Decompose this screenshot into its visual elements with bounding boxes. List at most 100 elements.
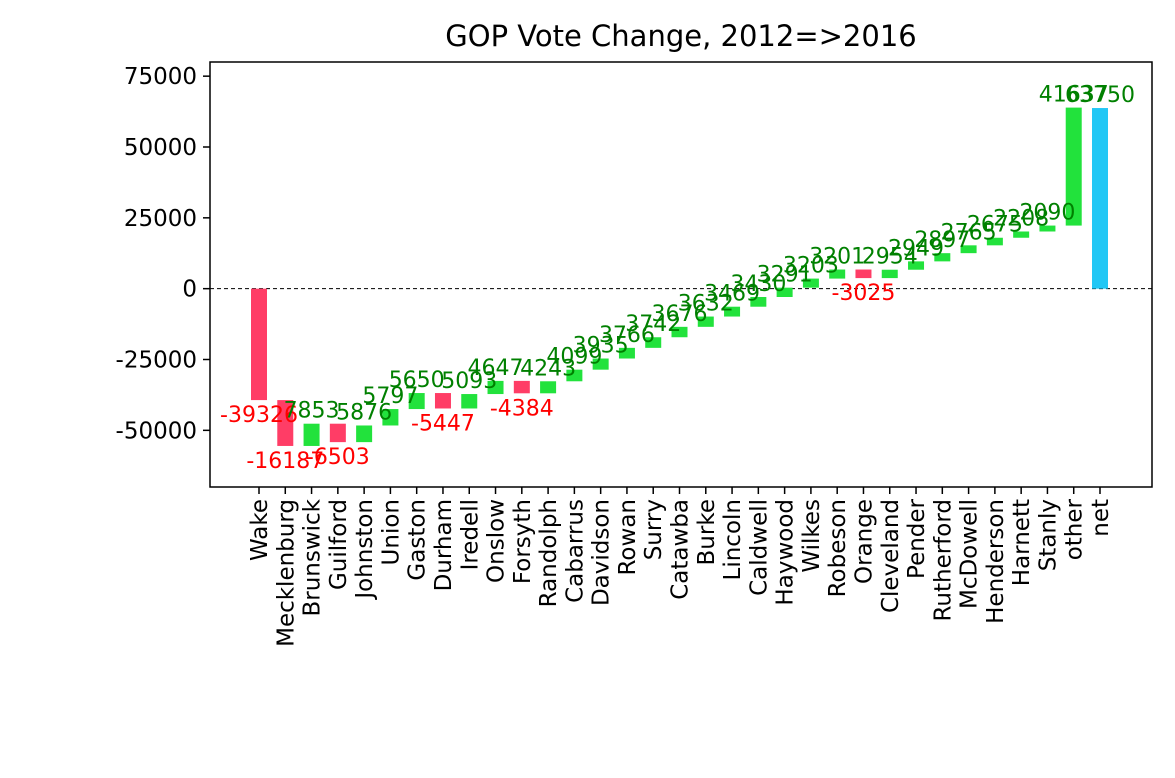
chart-title: GOP Vote Change, 2012=>2016 xyxy=(445,19,916,53)
data-label: 3201 xyxy=(809,245,865,270)
x-tick-label: Rutherford xyxy=(930,499,956,622)
x-tick-label: Johnston xyxy=(352,499,378,601)
data-label: 3291 xyxy=(757,263,813,288)
y-tick-label: 75000 xyxy=(124,64,197,90)
x-tick-label: Rowan xyxy=(615,499,641,576)
y-tick-label: -50000 xyxy=(116,418,197,444)
data-label: 3430 xyxy=(730,272,786,297)
y-tick-label: -25000 xyxy=(116,348,197,374)
plot-frame xyxy=(209,61,1153,488)
bar-wilkes xyxy=(802,278,819,288)
data-label: 2765 xyxy=(941,220,997,245)
x-tick-label: Burke xyxy=(694,499,720,565)
bar-orange xyxy=(855,269,872,279)
x-tick-label: Forsyth xyxy=(510,499,536,584)
data-label: 2675 xyxy=(967,213,1023,238)
x-tick-label: Iredell xyxy=(457,499,483,570)
bar-harnett xyxy=(1013,231,1030,238)
x-tick-label: Wilkes xyxy=(799,499,825,573)
bar-mcdowell xyxy=(960,245,977,254)
data-label: -6503 xyxy=(306,445,370,470)
bar-cabarrus xyxy=(566,369,583,382)
data-label: 2897 xyxy=(914,228,970,253)
data-label: 4647 xyxy=(468,356,524,381)
bar-lincoln xyxy=(724,306,741,317)
x-tick-label: Stanly xyxy=(1035,499,1061,571)
bar-rutherford xyxy=(934,253,951,262)
data-label: -5447 xyxy=(411,411,475,436)
data-label: 2949 xyxy=(888,236,944,261)
bar-rowan xyxy=(618,347,635,359)
data-label: 3676 xyxy=(652,302,708,327)
data-label: 3632 xyxy=(678,292,734,317)
x-tick-label: Durham xyxy=(431,499,457,591)
bar-caldwell xyxy=(750,296,767,307)
x-tick-label: Haywood xyxy=(773,499,799,606)
x-tick-label: Brunswick xyxy=(300,498,326,616)
x-tick-label: Onslow xyxy=(484,499,510,583)
data-label: 4099 xyxy=(546,345,602,370)
x-tick-label: Randolph xyxy=(536,499,562,607)
x-tick-label: Henderson xyxy=(983,499,1009,624)
data-label: 3742 xyxy=(625,312,681,337)
data-label: -39326 xyxy=(220,403,298,428)
bar-surry xyxy=(645,337,662,348)
x-tick-label: Caldwell xyxy=(746,499,772,596)
x-tick-label: Davidson xyxy=(589,499,615,606)
bar-gaston xyxy=(408,393,425,410)
bar-iredell xyxy=(461,394,478,409)
data-label: -16187 xyxy=(246,449,324,474)
data-label: 4243 xyxy=(520,356,576,381)
bar-johnston xyxy=(356,425,373,443)
x-tick-label: Gaston xyxy=(405,499,431,581)
bar-stanly xyxy=(1039,225,1056,232)
x-tick-label: other xyxy=(1062,498,1088,560)
data-label: 2090 xyxy=(1019,201,1075,226)
x-tick-label: Surry xyxy=(641,499,667,560)
y-tick-label: 25000 xyxy=(124,206,197,232)
bar-burke xyxy=(697,316,714,327)
bar-net xyxy=(1092,108,1108,289)
bar-guilford xyxy=(329,423,346,443)
data-label: 2954 xyxy=(862,245,918,270)
x-tick-label: net xyxy=(1088,499,1114,537)
y-tick-label: 0 xyxy=(182,277,197,303)
data-label: 5650 xyxy=(389,368,445,393)
bar-other xyxy=(1065,107,1082,226)
bar-robeson xyxy=(829,269,846,279)
bar-pender xyxy=(908,261,925,270)
data-label: 7853 xyxy=(284,399,340,424)
bar-catawba xyxy=(671,326,688,338)
data-label: 3469 xyxy=(704,282,760,307)
x-tick-label: Catawba xyxy=(668,499,694,600)
bar-davidson xyxy=(592,358,609,370)
x-tick-label: Guilford xyxy=(326,499,352,590)
data-label: -3025 xyxy=(832,281,896,306)
x-tick-label: Cabarrus xyxy=(562,499,588,603)
x-tick-label: Mecklenburg xyxy=(273,499,299,647)
bar-cleveland xyxy=(881,269,898,279)
data-label: 2208 xyxy=(993,206,1049,231)
x-axis: Wake Mecklenburg Brunswick Guilford Johnston… xyxy=(247,487,1114,647)
data-label: 41637 xyxy=(1039,83,1109,108)
data-label: 63750 xyxy=(1065,83,1135,108)
bar-henderson xyxy=(986,237,1003,246)
x-tick-label: Cleveland xyxy=(878,499,904,613)
data-label: 5093 xyxy=(441,369,497,394)
x-tick-label: McDowell xyxy=(957,499,983,609)
bar-randolph xyxy=(540,381,557,394)
x-tick-label: Wake xyxy=(247,499,273,561)
data-label: 5876 xyxy=(336,400,392,425)
x-tick-label: Lincoln xyxy=(720,499,746,580)
bar-forsyth xyxy=(513,380,530,394)
bar-union xyxy=(382,409,399,426)
x-tick-label: Orange xyxy=(851,499,877,584)
bar-brunswick xyxy=(303,423,320,446)
data-label: -4384 xyxy=(490,396,554,421)
data-label: 3935 xyxy=(573,334,629,359)
bar-mecklenburg xyxy=(277,400,294,446)
bar-onslow xyxy=(487,380,504,395)
x-tick-label: Robeson xyxy=(825,499,851,597)
